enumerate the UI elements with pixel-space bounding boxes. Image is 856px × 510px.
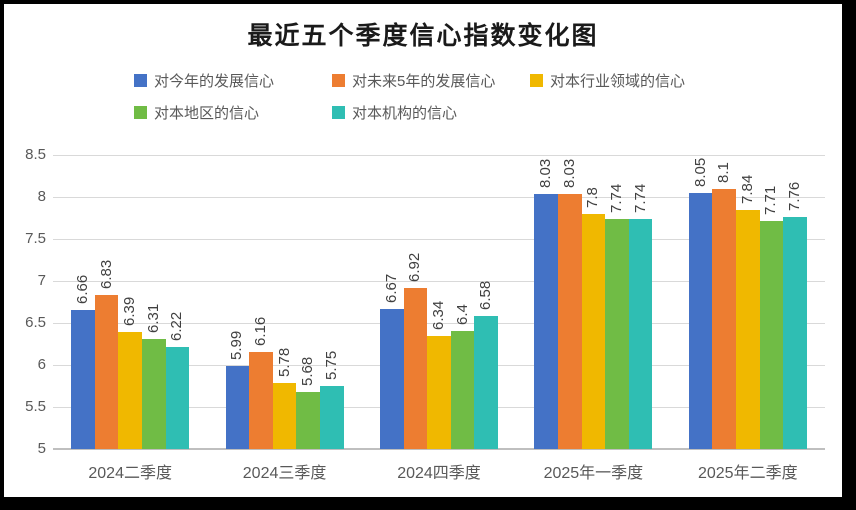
x-category-label: 2025年一季度 <box>543 465 644 482</box>
bar <box>783 217 807 449</box>
bar-value-label: 6.22 <box>168 311 186 341</box>
bar <box>474 316 498 449</box>
gridline <box>53 323 825 324</box>
bar <box>759 221 784 449</box>
bar <box>225 365 250 449</box>
bar-value-label: 6.92 <box>406 252 424 282</box>
legend-item: 对今年的发展信心 <box>134 70 332 91</box>
y-tick-label: 8.5 <box>25 146 46 163</box>
bar <box>736 210 760 449</box>
bar <box>71 309 95 449</box>
bar-value-label: 7.84 <box>738 175 756 205</box>
bar-value-label: 5.68 <box>299 356 317 386</box>
bar-value-label: 7.8 <box>584 186 602 208</box>
bar <box>688 192 713 449</box>
x-category-label: 2024二季度 <box>88 465 172 482</box>
chart-title: 最近五个季度信心指数变化图 <box>247 23 599 50</box>
chart-legend: 对今年的发展信心 对未来5年的发展信心 对本行业领域的信心对本地区的信心 对本机构的信… <box>134 70 685 123</box>
bar <box>94 295 119 449</box>
plot-area: 6.66 6.83 6.39 6.31 6.22 5.99 6.16 5.78 5.68 5.75… <box>53 155 825 450</box>
bar <box>118 332 142 449</box>
gridline <box>53 197 825 198</box>
bar <box>427 336 451 449</box>
bar-value-label: 6.39 <box>121 297 139 327</box>
bar-value-label: 6.83 <box>97 260 115 290</box>
legend-item: 对本地区的信心 <box>134 102 332 123</box>
bar <box>272 383 297 449</box>
legend-swatch-icon <box>134 106 147 119</box>
bar-value-label: 7.76 <box>786 181 803 212</box>
x-category-label: 2024三季度 <box>242 465 327 482</box>
legend-swatch-icon <box>134 74 147 87</box>
y-tick-label: 7 <box>37 272 46 289</box>
legend-item: 对本行业领域的信心 <box>530 70 685 91</box>
bar-value-label: 7.74 <box>608 183 625 213</box>
legend-item: 对本机构的信心 <box>332 102 530 123</box>
x-category-label: 2024四季度 <box>397 465 481 482</box>
bar-value-label: 5.78 <box>275 348 293 378</box>
bar-value-label: 7.74 <box>631 183 649 213</box>
legend-label: 对本地区的信心 <box>154 105 260 122</box>
bar-value-label: 8.03 <box>537 159 555 189</box>
bar <box>712 188 736 449</box>
bar <box>558 194 582 449</box>
bar-value-label: 6.16 <box>252 316 269 346</box>
gridline <box>53 155 825 156</box>
bar <box>296 391 320 449</box>
bar <box>380 308 404 449</box>
bar <box>605 218 629 449</box>
y-tick-label: 6 <box>37 356 46 373</box>
legend-label: 对未来5年的发展信心 <box>352 73 496 90</box>
bar <box>142 338 166 449</box>
bar <box>403 287 428 449</box>
gridline <box>53 281 825 282</box>
bar <box>581 213 606 449</box>
legend-label: 对本行业领域的信心 <box>550 73 686 90</box>
chart-canvas: 最近五个季度信心指数变化图 对今年的发展信心 对未来5年的发展信心 对本行业领域的信… <box>4 4 842 497</box>
legend-label: 对本机构的信心 <box>352 105 458 122</box>
bar <box>165 346 190 449</box>
bar-value-label: 5.99 <box>228 330 246 360</box>
bar-value-label: 6.67 <box>382 273 400 303</box>
bar-value-label: 6.31 <box>144 303 162 333</box>
bar-value-label: 8.03 <box>560 159 578 189</box>
bar-value-label: 6.58 <box>477 281 495 311</box>
bar-value-label: 8.05 <box>691 157 709 187</box>
bar <box>628 218 653 449</box>
x-category-label: 2025年二季度 <box>697 465 798 482</box>
bar-value-label: 7.71 <box>762 186 780 216</box>
legend-swatch-icon <box>332 74 345 87</box>
bar-value-label: 6.66 <box>74 274 91 304</box>
x-axis-line <box>53 448 825 450</box>
legend-item: 对未来5年的发展信心 <box>332 70 530 91</box>
bar-value-label: 6.4 <box>453 304 471 326</box>
bar <box>249 351 273 449</box>
gridline <box>53 239 825 240</box>
bar-value-label: 8.1 <box>715 161 733 183</box>
y-tick-label: 7.5 <box>25 230 46 247</box>
legend-swatch-icon <box>530 74 543 87</box>
legend-label: 对今年的发展信心 <box>154 73 275 90</box>
bar <box>450 331 475 449</box>
bar-value-label: 5.75 <box>322 350 340 380</box>
bar-value-label: 6.34 <box>430 301 447 331</box>
bar <box>320 386 344 449</box>
y-tick-label: 6.5 <box>25 314 46 331</box>
y-tick-label: 5 <box>37 440 46 457</box>
y-tick-label: 5.5 <box>25 398 46 415</box>
legend-swatch-icon <box>332 106 345 119</box>
y-tick-label: 8 <box>37 188 46 205</box>
bar <box>534 194 558 449</box>
